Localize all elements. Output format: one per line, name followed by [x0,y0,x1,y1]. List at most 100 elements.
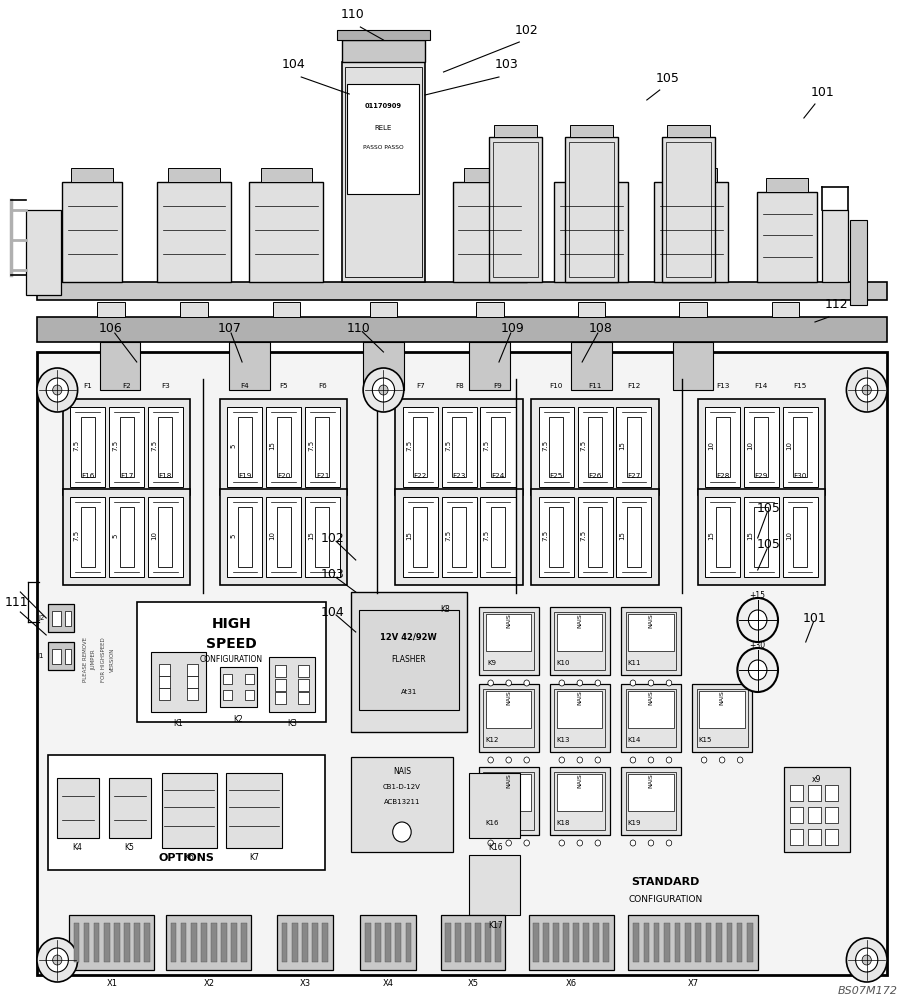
Circle shape [719,757,725,763]
Text: 15: 15 [407,531,412,540]
Bar [553,923,559,962]
Text: 7.5: 7.5 [542,440,548,451]
Bar [662,137,715,282]
Circle shape [666,680,672,686]
Bar [726,923,732,962]
Text: 7.5: 7.5 [542,530,548,541]
Text: NAIS: NAIS [393,768,411,776]
Circle shape [666,840,672,846]
Bar [442,497,477,577]
Bar [626,612,676,670]
Bar [109,497,144,577]
Circle shape [488,840,493,846]
Circle shape [559,680,565,686]
Circle shape [46,378,68,402]
Text: RELE: RELE [375,125,392,131]
Bar [181,923,187,962]
Bar [266,407,301,487]
Bar [754,417,769,477]
Bar [698,489,825,585]
Text: HIGH: HIGH [212,617,251,631]
Circle shape [666,757,672,763]
Text: 10: 10 [786,531,792,540]
Bar [654,182,728,282]
Bar [766,178,808,192]
Bar [539,407,574,487]
Bar [187,676,198,688]
Text: 105: 105 [655,72,679,85]
Bar [628,614,674,651]
Bar [603,923,609,962]
Bar [485,923,491,962]
Text: 7.5: 7.5 [407,440,412,451]
Bar [231,923,237,962]
Bar [148,407,183,487]
Bar [275,678,286,690]
Text: K8: K8 [440,605,450,614]
Bar [360,915,416,970]
Bar [337,30,430,40]
Text: F15: F15 [794,383,807,389]
Bar [282,923,287,962]
Bar [479,684,539,752]
Text: 15: 15 [709,531,714,540]
Circle shape [372,378,395,402]
Bar [578,497,613,577]
Bar [351,592,467,732]
Bar [825,807,838,823]
Bar [69,915,154,970]
Text: F5: F5 [279,383,288,389]
Bar [692,684,752,752]
Bar [168,168,220,182]
Bar [229,342,270,390]
Bar [119,417,134,477]
Bar [578,302,605,317]
Bar [223,674,232,684]
Bar [628,774,674,811]
Text: X1: X1 [106,978,117,988]
Bar [57,778,99,838]
Bar [305,497,340,577]
Bar [276,507,291,567]
Bar [441,915,505,970]
Text: CONFIGURATION: CONFIGURATION [628,896,702,904]
Text: K18: K18 [556,820,570,826]
Circle shape [737,648,778,692]
Bar [345,67,422,277]
Text: 10: 10 [270,531,275,540]
Bar [469,342,510,390]
Circle shape [46,948,68,972]
Bar [406,923,411,962]
Bar [475,923,480,962]
Bar [531,489,659,585]
Text: K9: K9 [487,660,496,666]
Text: 7.5: 7.5 [445,440,451,451]
Bar [696,923,701,962]
Text: 103: 103 [494,58,518,72]
Circle shape [856,948,878,972]
Text: K14: K14 [627,737,641,743]
Bar [80,507,95,567]
Bar [187,688,198,700]
Text: At31: At31 [401,689,417,695]
Text: F6: F6 [318,383,327,389]
Bar [557,614,602,651]
Bar [793,417,808,477]
Bar [180,302,208,317]
Bar [227,497,262,577]
Text: X7: X7 [687,978,699,988]
Bar [699,691,745,728]
Bar [480,497,516,577]
Text: ACB13211: ACB13211 [383,799,420,805]
Bar [48,604,74,632]
Text: 7.5: 7.5 [152,440,157,451]
Circle shape [363,368,404,412]
Bar [621,684,681,752]
Text: 102: 102 [321,532,345,544]
Bar [245,690,254,700]
Text: F25: F25 [550,473,563,479]
Text: 106: 106 [99,322,123,334]
Text: 103: 103 [321,568,345,582]
Text: K11: K11 [627,660,641,666]
Bar [363,342,404,390]
